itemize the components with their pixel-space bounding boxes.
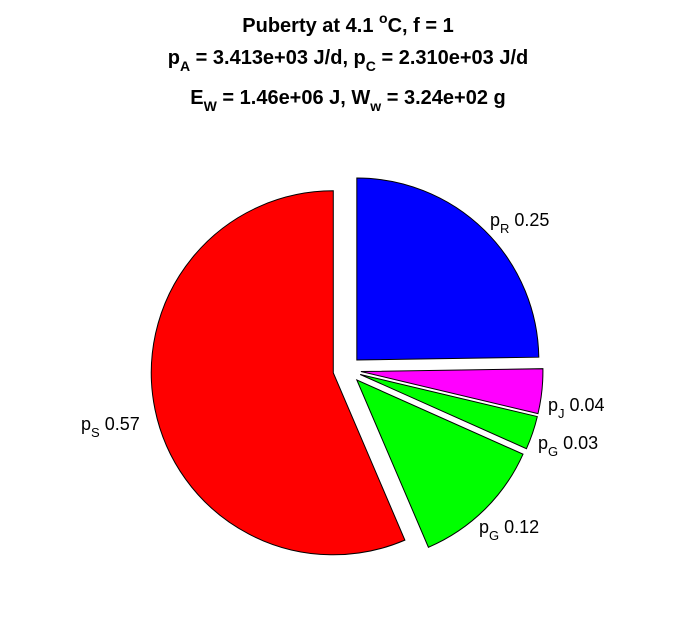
slice-pG [355,379,524,548]
title-line-2: pA = 3.413e+03 J/d, pC = 2.310e+03 J/d [168,47,529,74]
slice-labels: pR 0.25 pJ 0.04 pG 0.03 pG 0.12 pS 0.57 [81,210,605,543]
slice-label-pG-small: pG 0.03 [538,433,598,459]
title-line-3: EW = 1.46e+06 J, Ww = 3.24e+02 g [190,87,505,114]
title-line-3-part: = 1.46e+06 J, W [217,87,371,109]
chart-title: Puberty at 4.1 oC, f = 1 pA = 3.413e+03 J… [168,10,529,114]
title-line-1-part: Puberty at 4.1 [242,15,379,37]
title-line-3-part: w [369,98,381,114]
title-line-3-part: E [190,87,203,109]
slice-label-pG: pG 0.12 [479,517,539,543]
title-line-2-part: p [168,47,180,69]
slice-label-pS: pS 0.57 [81,414,140,440]
title-line-3-part: = 3.24e+02 g [381,87,506,109]
slice-pJ [360,368,544,415]
slice-pS [150,190,406,556]
pie-slices [150,177,544,556]
title-line-1-part: o [379,10,388,26]
slice-label-pR: pR 0.25 [490,210,549,236]
slice-pG-small [360,374,538,450]
title-line-2-part: A [180,58,190,74]
title-line-2-part: C [366,58,376,74]
title-line-1: Puberty at 4.1 oC, f = 1 [242,10,453,37]
title-line-2-part: = 2.310e+03 J/d [376,47,528,69]
title-line-2-part: = 3.413e+03 J/d, p [190,47,366,69]
slice-pR [356,177,540,361]
title-line-3-part: W [204,98,218,114]
slice-label-pJ: pJ 0.04 [548,395,605,421]
title-line-1-part: C, f = 1 [388,15,454,37]
